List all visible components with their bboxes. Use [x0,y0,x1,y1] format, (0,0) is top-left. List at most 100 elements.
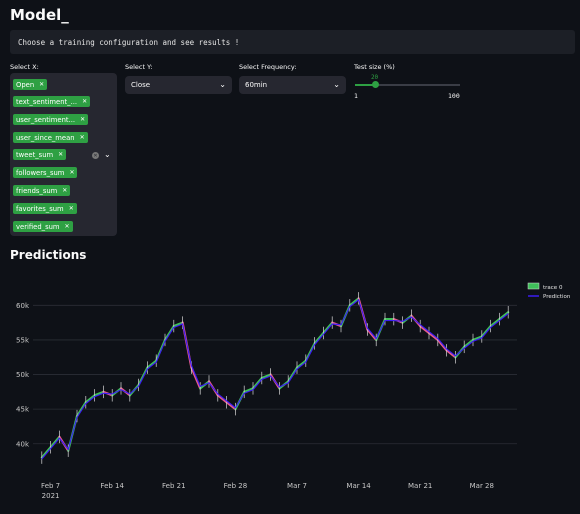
chip-open[interactable]: Open ✕ [13,79,48,90]
trace0-segment [207,380,219,397]
select-frequency-label: Select Frequency: [239,63,297,71]
prediction-line [41,298,509,460]
trace0-segment [102,390,114,397]
trace0-segment [357,297,369,331]
info-codebox: Choose a training configuration and see … [10,30,575,54]
y-tick-label: 45k [16,406,30,414]
chip-user-since-mean[interactable]: user_since_mean ✕ [13,132,88,143]
x-tick-label: Mar 28 [470,482,494,490]
close-icon[interactable]: ✕ [82,98,88,105]
select-x-multiselect[interactable]: Open ✕ text_sentiment_... ✕ user_sentiment… [10,73,117,236]
x-tick-label: Mar 14 [346,482,371,490]
y-tick-label: 50k [16,371,30,379]
trace0-segment [278,380,290,390]
trace0-segment [163,324,175,342]
trace0-segment [410,314,422,328]
test-size-max: 100 [448,92,460,100]
chip-label: tweet_sum [16,150,54,159]
chip-label: Open [16,80,35,89]
trace0-segment [146,359,158,369]
chip-friends-sum[interactable]: friends_sum ✕ [13,185,71,196]
trace0-segment [40,446,52,459]
chip-label: favorites_sum [16,204,64,213]
trace0-segment [128,383,140,397]
chip-label: verified_sum [16,222,60,231]
trace0-segment [155,338,167,362]
x-tick-label: Feb 14 [100,482,124,490]
close-icon[interactable]: ✕ [39,81,45,88]
trace0-segment [199,380,211,390]
trace0-segment [111,387,123,397]
trace0-segment [251,376,263,390]
y-tick-label: 55k [16,336,30,344]
trace0-segment [295,359,307,369]
trace0-segment [260,373,272,380]
trace0-segment [304,342,316,362]
chevron-down-icon[interactable]: ⌄ [104,150,111,159]
trace0-segment [331,321,343,328]
trace0-segment [84,394,96,404]
trace0-segment [436,338,448,352]
trace0-segment [445,349,457,359]
test-size-value: 20 [370,74,379,81]
chip-label: user_sentiment... [16,115,76,124]
trace0-segment [498,311,510,321]
trace0-segment [49,435,61,449]
select-y-dropdown[interactable]: Close ⌄ [125,76,232,94]
trace0-segment [471,335,483,342]
trace0-segment [75,401,87,418]
trace0-segment [427,331,439,342]
trace0-segment [243,387,255,393]
chip-tweet-sum[interactable]: tweet_sum ✕ [13,149,67,160]
legend-label-prediction: Prediction [543,294,571,300]
slider-thumb[interactable] [371,81,379,88]
select-frequency-dropdown[interactable]: 60min ⌄ [239,76,346,94]
trace0-segment [480,324,492,338]
trace0-segment [234,390,246,411]
trace0-segment [216,394,228,404]
trace0-segment [58,435,70,452]
trace0-segment [313,331,325,345]
trace0-segment [225,401,237,411]
close-icon[interactable]: ✕ [79,134,85,141]
trace0-segment [339,304,351,328]
trace0-segment [366,328,378,342]
chip-verified-sum[interactable]: verified_sum ✕ [13,221,73,232]
chip-label: user_since_mean [16,133,75,142]
close-icon[interactable]: ✕ [64,223,70,230]
select-frequency-value: 60min [245,81,268,89]
trace0-segment [190,366,202,390]
trace0-segment [419,324,431,335]
info-text: Choose a training configuration and see … [18,37,240,47]
trace0-segment [348,297,360,307]
close-icon[interactable]: ✕ [68,205,74,212]
close-icon[interactable]: ✕ [58,151,64,158]
trace0-segment [137,366,149,387]
trace0-segment [287,366,299,383]
chip-label: text_sentiment_... [16,97,78,106]
chip-followers-sum[interactable]: followers_sum ✕ [13,167,78,178]
chevron-down-icon: ⌄ [333,80,340,89]
trace0-segment [401,314,413,324]
test-size-slider[interactable] [355,81,460,88]
clear-all-icon[interactable]: ✕ [92,152,99,159]
y-tick-label: 40k [16,440,30,448]
legend-swatch-trace0 [527,282,540,290]
chip-favorites-sum[interactable]: favorites_sum ✕ [13,203,77,214]
chevron-down-icon: ⌄ [219,80,226,89]
close-icon[interactable]: ✕ [69,169,75,176]
page-title: Model_ [10,6,69,24]
trace0-segment [269,373,281,390]
chip-user-sentiment[interactable]: user_sentiment... ✕ [13,114,89,125]
trace0-segment [392,318,404,324]
trace0-segment [93,390,105,397]
trace0-segment [67,414,79,452]
close-icon[interactable]: ✕ [62,187,68,194]
x-subtick-label: 2021 [42,492,60,500]
select-y-value: Close [131,81,151,89]
y-tick-label: 60k [16,302,30,310]
trace0-segment [463,338,475,348]
chip-text-sentiment[interactable]: text_sentiment_... ✕ [13,96,91,107]
trace0-segment [489,318,501,328]
close-icon[interactable]: ✕ [80,116,86,123]
